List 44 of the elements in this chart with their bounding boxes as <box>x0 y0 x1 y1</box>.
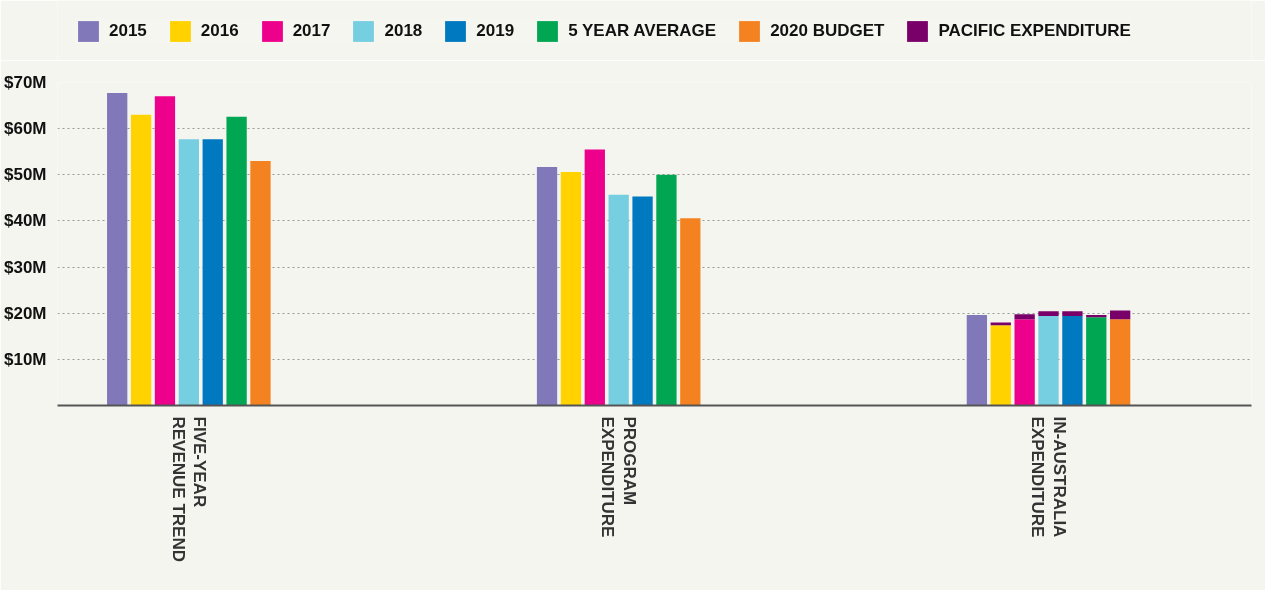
bar <box>1038 315 1059 406</box>
bar <box>1014 314 1035 320</box>
bar <box>584 149 605 406</box>
legend-label: 2015 <box>109 21 147 41</box>
bar <box>226 116 247 406</box>
bar <box>966 315 988 406</box>
legend-label: 2019 <box>476 21 515 41</box>
bar <box>250 160 271 406</box>
bar <box>1038 311 1059 316</box>
y-tick-label: $40M <box>3 211 47 231</box>
legend-label: 2018 <box>384 21 423 41</box>
bar <box>1062 311 1083 316</box>
bar <box>680 218 701 406</box>
bar <box>608 194 629 406</box>
bar <box>154 96 176 406</box>
y-tick-label: $50M <box>3 165 47 185</box>
y-tick-label: $30M <box>3 257 47 277</box>
legend-label: PACIFIC EXPENDITURE <box>938 21 1131 41</box>
legend-label: 2017 <box>292 21 331 41</box>
y-tick-label: $70M <box>3 73 47 92</box>
bar <box>1014 319 1035 406</box>
y-tick-label: $20M <box>3 303 47 323</box>
bar <box>1110 319 1131 406</box>
y-tick-label: $10M <box>3 349 47 369</box>
x-tick-label: PROGRAM EXPENDITURE <box>598 416 639 538</box>
bar <box>1110 310 1131 320</box>
bar <box>1086 317 1107 406</box>
bar <box>656 174 677 406</box>
bar <box>178 139 199 406</box>
bar <box>632 196 653 406</box>
bar <box>990 322 1011 326</box>
bar <box>536 166 558 406</box>
y-tick-label: $60M <box>3 119 47 139</box>
x-tick-label: IN-AUSTRALIA EXPENDITURE <box>1028 416 1069 538</box>
bar <box>202 139 223 406</box>
bar <box>560 172 582 406</box>
legend-label: 5 YEAR AVERAGE <box>568 21 717 41</box>
bar <box>107 93 128 406</box>
x-tick-label: FIVE-YEAR REVENUE TREND <box>168 416 210 562</box>
bar <box>130 114 152 406</box>
bar <box>990 325 1011 406</box>
legend-label: 2020 BUDGET <box>770 21 885 41</box>
bar <box>1062 315 1083 406</box>
legend-label: 2016 <box>200 21 239 41</box>
